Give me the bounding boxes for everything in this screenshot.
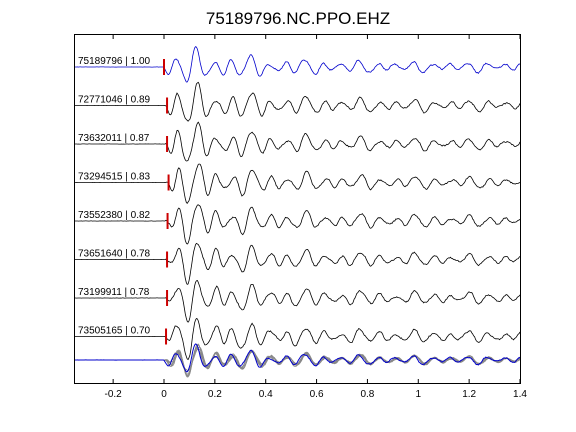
x-tick-label: 0.8	[360, 389, 374, 400]
trace-line	[75, 46, 521, 83]
x-tick-label: 0.2	[208, 389, 222, 400]
stack-layer	[75, 343, 521, 378]
trace-line	[75, 163, 521, 205]
trace-label: 73632011 | 0.87	[78, 133, 150, 144]
trace-label: 75189796 | 1.00	[78, 56, 151, 67]
plot-frame	[74, 34, 521, 384]
trace-label: 73651640 | 0.78	[78, 249, 151, 260]
trace-label: 72771046 | 0.89	[78, 95, 151, 106]
trace-label: 73294515 | 0.83	[78, 172, 151, 183]
x-tick-label: 0.4	[259, 389, 273, 400]
trace-line	[75, 280, 521, 323]
trace-line	[75, 318, 521, 361]
stack-master-trace	[75, 343, 521, 373]
trace-line	[75, 121, 521, 162]
x-tick-label: -0.2	[105, 389, 123, 400]
traces-layer	[75, 46, 521, 361]
x-tick-label: 0	[161, 389, 167, 400]
trace-label: 73552380 | 0.82	[78, 210, 151, 221]
trace-label: 73505165 | 0.70	[78, 326, 151, 337]
pick-markers-layer	[163, 59, 170, 345]
trace-label: 73199911 | 0.78	[78, 287, 150, 298]
trace-line	[75, 81, 521, 122]
chart-title: 75189796.NC.PPO.EHZ	[206, 9, 390, 28]
x-axis: -0.2 0 0.2 0.4 0.6 0.8 1 1.2 1.4	[105, 35, 527, 400]
x-tick-label: 1.4	[513, 389, 527, 400]
trace-labels-layer: 75189796 | 1.00 72771046 | 0.89 73632011 |…	[78, 56, 151, 337]
trace-line	[75, 242, 521, 285]
x-tick-label: 1	[416, 389, 422, 400]
x-tick-label: 0.6	[310, 389, 324, 400]
x-tick-label: 1.2	[462, 389, 476, 400]
trace-line	[75, 204, 521, 245]
